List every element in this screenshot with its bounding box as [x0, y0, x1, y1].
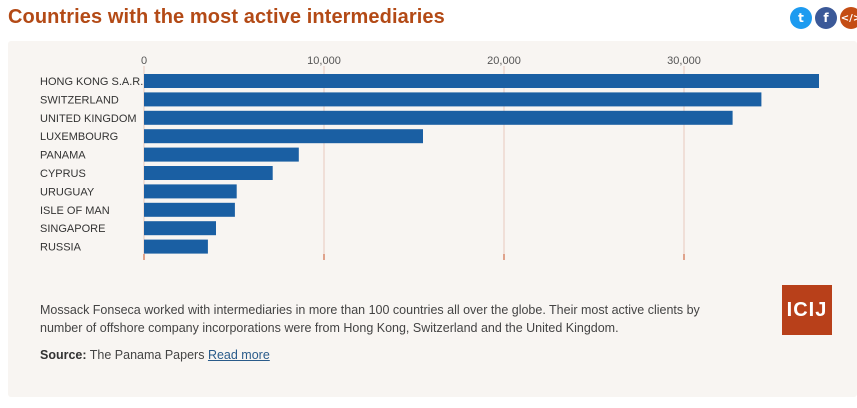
category-label: LUXEMBOURG — [40, 131, 118, 143]
x-tick-label: 10,000 — [307, 55, 341, 67]
x-tick-label: 20,000 — [487, 55, 521, 67]
bar[interactable] — [144, 129, 423, 144]
bar[interactable] — [144, 239, 208, 254]
share-buttons: t f </> — [790, 7, 857, 29]
x-tick-label: 0 — [141, 55, 147, 67]
bar[interactable] — [144, 74, 819, 88]
category-label: SINGAPORE — [40, 223, 105, 235]
category-label: CYPRUS — [40, 168, 86, 180]
tick-mark — [323, 254, 325, 260]
bar[interactable] — [144, 147, 299, 162]
facebook-share-button[interactable]: f — [815, 7, 837, 29]
bar-chart: 0 10,000 20,000 30,000 HONG KONG S.A.R. SWITZ… — [40, 55, 819, 260]
chart-panel: 0 10,000 20,000 30,000 HONG KONG S.A.R. SWITZ… — [8, 41, 857, 397]
category-label: UNITED KINGDOM — [40, 113, 137, 125]
chart-title: Countries with the most active intermedi… — [8, 6, 445, 28]
read-more-link[interactable]: Read more — [207, 348, 270, 362]
category-label: PANAMA — [40, 150, 86, 162]
bar[interactable] — [144, 202, 235, 217]
tick-mark — [683, 254, 685, 260]
category-label: ISLE OF MAN — [40, 205, 110, 217]
x-tick-label: 30,000 — [667, 55, 701, 67]
source-label: Source: — [40, 348, 87, 362]
icij-logo: ICIJ — [782, 285, 832, 335]
embed-button[interactable]: </> — [840, 7, 857, 29]
category-label: SWITZERLAND — [40, 94, 119, 106]
bar[interactable] — [144, 92, 762, 107]
twitter-share-button[interactable]: t — [790, 7, 812, 29]
bar[interactable] — [144, 166, 273, 180]
source-text: The Panama Papers — [89, 348, 205, 362]
tick-mark — [143, 254, 145, 260]
chart-caption: Mossack Fonseca worked with intermediari… — [40, 303, 700, 335]
category-label: URUGUAY — [40, 186, 95, 198]
facebook-icon: f — [823, 11, 829, 25]
category-label: RUSSIA — [40, 242, 82, 254]
source-line: Source: The Panama Papers Read more — [40, 348, 270, 362]
category-label: HONG KONG S.A.R. — [40, 76, 143, 88]
bar[interactable] — [144, 221, 216, 236]
tick-mark — [503, 254, 505, 260]
bar[interactable] — [144, 110, 733, 125]
bar[interactable] — [144, 184, 237, 199]
embed-code-icon: </> — [840, 12, 857, 24]
twitter-icon: t — [798, 11, 804, 25]
